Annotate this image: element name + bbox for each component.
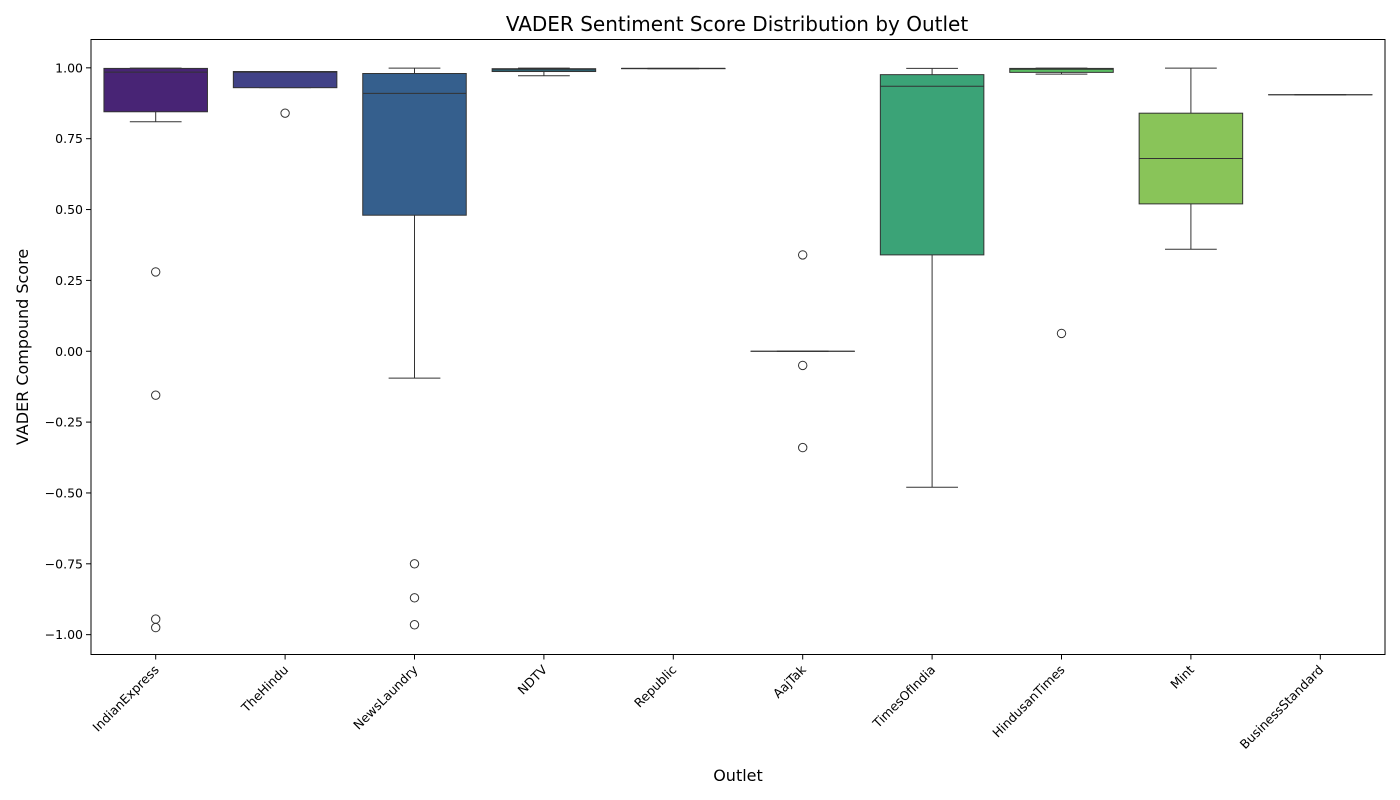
outlier-point (409, 559, 420, 569)
y-tick-label: 1.00 (55, 60, 83, 75)
box-iqr (232, 71, 338, 89)
outlier-point (798, 360, 808, 371)
x-tick-label: Republic (631, 662, 679, 710)
x-axis: IndianExpress TheHindu NewsLaundry NDTV Repu… (89, 654, 1327, 752)
x-axis-label: Outlet (713, 766, 763, 785)
y-axis-label: VADER Compound Score (13, 249, 32, 445)
box-group (1138, 67, 1244, 250)
box-group (879, 67, 985, 488)
x-tick-label: Mint (1167, 662, 1197, 692)
plot-area (103, 67, 1373, 633)
y-axis: 1.00 0.75 0.50 0.25 0.00 −0.25 −0.50 −0.75 −1.00 (45, 60, 91, 642)
x-tick-label: NDTV (515, 662, 551, 698)
outlier-point (151, 390, 161, 400)
box-iqr (103, 67, 208, 113)
box-group (1009, 67, 1114, 339)
box-group (232, 71, 338, 118)
outlier-point (151, 622, 161, 633)
x-tick-label: TheHindu (238, 662, 292, 716)
y-tick-label: −0.75 (45, 556, 83, 571)
x-tick-label: NewsLaundry (350, 662, 421, 733)
x-tick-label: BusinessStandard (1237, 662, 1327, 752)
box-group (491, 67, 597, 77)
box-iqr (1009, 67, 1114, 73)
box-iqr (879, 74, 985, 256)
x-tick-label: AajTak (770, 661, 810, 701)
box-iqr (362, 73, 467, 216)
x-tick-label: HindusanTimes (989, 662, 1067, 740)
y-tick-label: −0.25 (45, 415, 83, 430)
outlier-point (151, 267, 161, 277)
y-tick-label: −0.50 (45, 485, 83, 500)
x-tick-label: IndianExpress (89, 662, 161, 734)
y-tick-label: 0.00 (55, 344, 83, 359)
y-tick-label: 0.50 (55, 202, 83, 217)
box-group (103, 67, 208, 633)
x-tick-label: TimesOfIndia (869, 662, 938, 731)
chart-title: VADER Sentiment Score Distribution by Ou… (506, 12, 969, 36)
outlier-point (409, 620, 420, 630)
y-tick-label: 0.25 (55, 273, 83, 288)
box-group (362, 67, 467, 630)
outlier-point (280, 108, 290, 118)
outlier-point (1056, 328, 1067, 339)
outlier-point (409, 593, 420, 603)
y-tick-label: −1.00 (45, 627, 83, 642)
outlier-point (151, 614, 161, 624)
y-tick-label: 0.75 (55, 131, 83, 146)
box-group (750, 250, 855, 453)
outlier-point (798, 442, 808, 453)
outlier-point (798, 250, 808, 260)
plot-frame (90, 39, 1386, 655)
